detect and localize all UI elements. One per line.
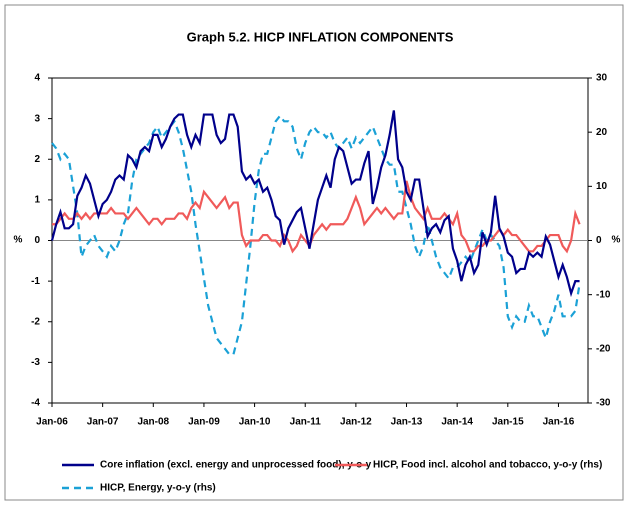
x-tick-label: Jan-09: [188, 417, 220, 428]
y2-tick-label: 30: [596, 73, 608, 84]
x-tick-label: Jan-16: [543, 417, 575, 428]
series-line: [51, 114, 581, 356]
y2-tick-label: 20: [596, 127, 608, 138]
y-tick-label: -3: [31, 357, 40, 368]
x-tick-label: Jan-07: [87, 417, 119, 428]
series-line: [50, 110, 580, 298]
y-tick-label: 1: [34, 195, 40, 206]
y2-tick-label: 0: [596, 235, 602, 246]
y-tick-label: 3: [34, 113, 40, 124]
legend-label: HICP, Energy, y-o-y (rhs): [100, 483, 216, 494]
frame: [4, 4, 624, 501]
y-tick-label: -2: [31, 316, 40, 327]
y-axis-label: %: [14, 235, 23, 246]
x-tick-label: Jan-10: [239, 417, 271, 428]
x-tick-label: Jan-11: [290, 417, 322, 428]
y-tick-label: 4: [34, 73, 40, 84]
y2-tick-label: -10: [596, 289, 611, 300]
chart-title: Graph 5.2. HICP INFLATION COMPONENTS: [187, 29, 454, 44]
series-line: [52, 180, 581, 254]
x-tick-label: Jan-08: [137, 417, 169, 428]
y2-axis-label: %: [612, 235, 621, 246]
y-tick-label: 2: [34, 154, 40, 165]
y2-tick-label: 10: [596, 181, 608, 192]
x-tick-label: Jan-15: [492, 417, 524, 428]
legend-label: HICP, Food incl. alcohol and tobacco, y-…: [373, 460, 602, 471]
x-tick-label: Jan-06: [36, 417, 68, 428]
x-tick-label: Jan-12: [340, 417, 372, 428]
y-tick-label: 0: [34, 235, 40, 246]
y-tick-label: -4: [31, 398, 40, 409]
y2-tick-label: -20: [596, 343, 611, 354]
legend-label: Core inflation (excl. energy and unproce…: [100, 460, 372, 471]
x-tick-label: Jan-13: [391, 417, 423, 428]
y-tick-label: -1: [31, 276, 40, 287]
y2-tick-label: -30: [596, 398, 611, 409]
x-tick-label: Jan-14: [441, 417, 473, 428]
